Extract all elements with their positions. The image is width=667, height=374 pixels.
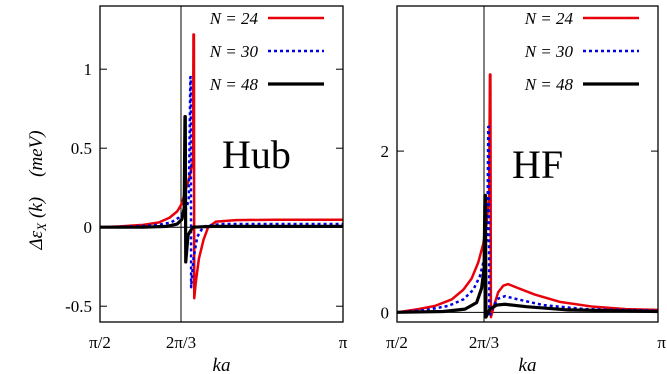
y-tick-label: 2 bbox=[381, 142, 390, 161]
legend-label: N = 24 bbox=[209, 9, 259, 28]
y-axis-label-argument: (k) bbox=[26, 197, 47, 218]
plot-frame bbox=[396, 5, 659, 323]
y-tick-label: 0 bbox=[84, 218, 93, 237]
legend-label: N = 48 bbox=[524, 75, 574, 94]
x-tick-label: 2π/3 bbox=[166, 333, 196, 352]
x-axis-label: ka bbox=[519, 355, 537, 374]
legend-label: N = 30 bbox=[524, 42, 574, 61]
legend-label: N = 24 bbox=[524, 9, 574, 28]
y-axis-label-subscript: X bbox=[34, 222, 49, 232]
plot-frame bbox=[99, 5, 344, 323]
legend: N = 24 N = 30 N = 48 bbox=[524, 9, 639, 94]
x-axis-label: ka bbox=[213, 355, 231, 374]
panel-hf: 0 2 π/2 2π/3 π ka HF N = 24 N = 30 N = 48 bbox=[381, 5, 666, 374]
legend-label: N = 48 bbox=[209, 75, 259, 94]
x-tick-label: 2π/3 bbox=[469, 333, 499, 352]
x-tick-label: π bbox=[657, 333, 666, 352]
series-line-3 bbox=[396, 193, 659, 319]
y-axis-label: ΔεX (k) (meV) bbox=[26, 130, 49, 250]
y-tick-label: 0 bbox=[381, 303, 390, 322]
series-line-3 bbox=[100, 115, 343, 264]
y-axis-label-symbol: Δε bbox=[26, 230, 47, 250]
legend-label: N = 30 bbox=[209, 42, 259, 61]
x-tick-label: π/2 bbox=[386, 333, 408, 352]
panel-hub: -0.5 0 0.5 1 π/2 2π/3 π ka Hub N = 24 N = 30 N = 48 bbox=[65, 5, 348, 374]
series-line-2 bbox=[99, 75, 343, 289]
y-axis-label-unit: (meV) bbox=[26, 130, 47, 176]
series-line-2 bbox=[396, 125, 659, 318]
panel-label: HF bbox=[512, 142, 563, 187]
legend: N = 24 N = 30 N = 48 bbox=[209, 9, 324, 94]
y-tick-label: 1 bbox=[84, 60, 93, 79]
series-line-1 bbox=[396, 73, 659, 319]
x-tick-label: π bbox=[339, 333, 348, 352]
x-tick-label: π/2 bbox=[89, 333, 111, 352]
y-tick-label: 0.5 bbox=[71, 139, 92, 158]
y-tick-label: -0.5 bbox=[65, 297, 92, 316]
series-line-1 bbox=[99, 33, 343, 300]
panel-label: Hub bbox=[222, 132, 291, 177]
